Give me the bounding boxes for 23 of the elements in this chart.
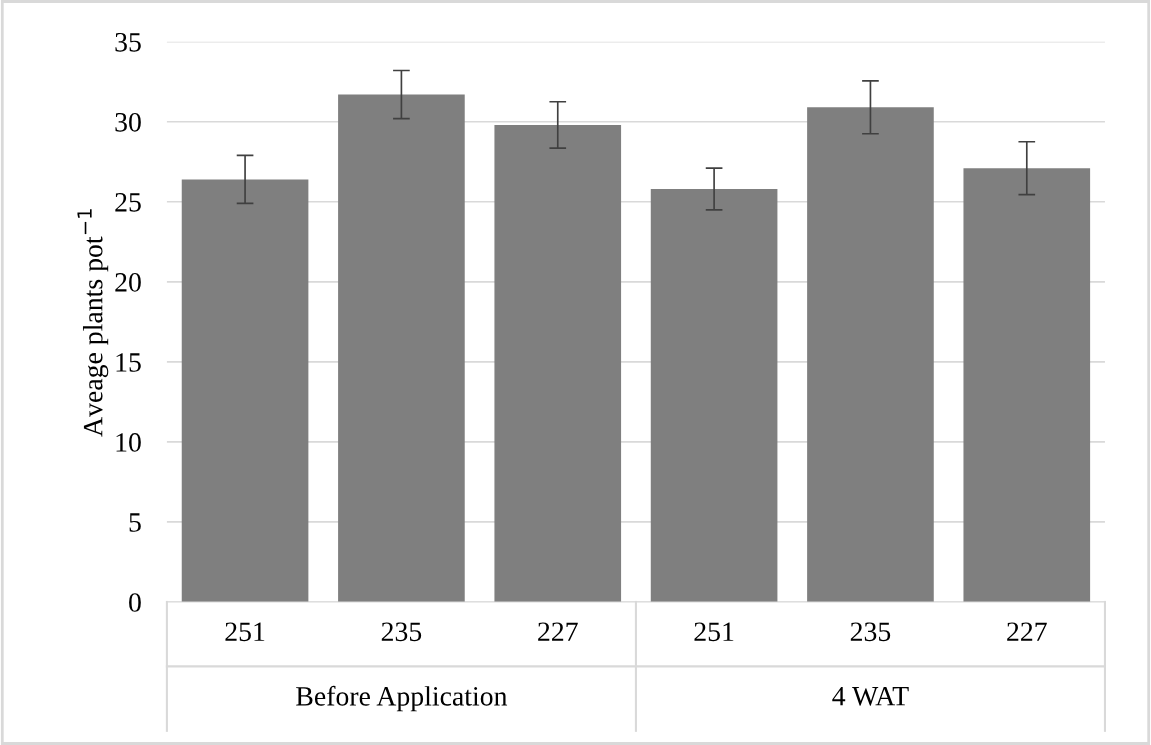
bar <box>181 179 309 602</box>
y-axis-title: Aveage plants pot$^{−1}$ <box>77 209 109 437</box>
x-tick-label: 227 <box>538 622 578 641</box>
y-tick-label: 0 <box>129 593 141 612</box>
bar <box>338 94 465 602</box>
x-tick-label: 227 <box>1007 622 1047 641</box>
y-tick-label: 25 <box>115 193 141 212</box>
bar <box>807 107 934 602</box>
text: 4 WAT <box>832 686 909 706</box>
x-tick-label: 251 <box>694 622 734 642</box>
y-tick-label: 5 <box>129 513 141 532</box>
x-tick-label: 235 <box>850 622 891 642</box>
text: Before Application <box>296 685 508 712</box>
y-tick-label: 30 <box>115 112 141 132</box>
bar <box>650 188 778 602</box>
bar <box>963 168 1091 602</box>
y-tick-label: 35 <box>115 32 141 52</box>
x-tick-label: 235 <box>381 622 422 642</box>
y-tick-label: 15 <box>116 353 141 372</box>
x-tick-label: 251 <box>225 622 265 642</box>
bar <box>494 124 622 602</box>
y-tick-label: 20 <box>115 272 141 292</box>
y-tick-label: 10 <box>116 433 141 452</box>
